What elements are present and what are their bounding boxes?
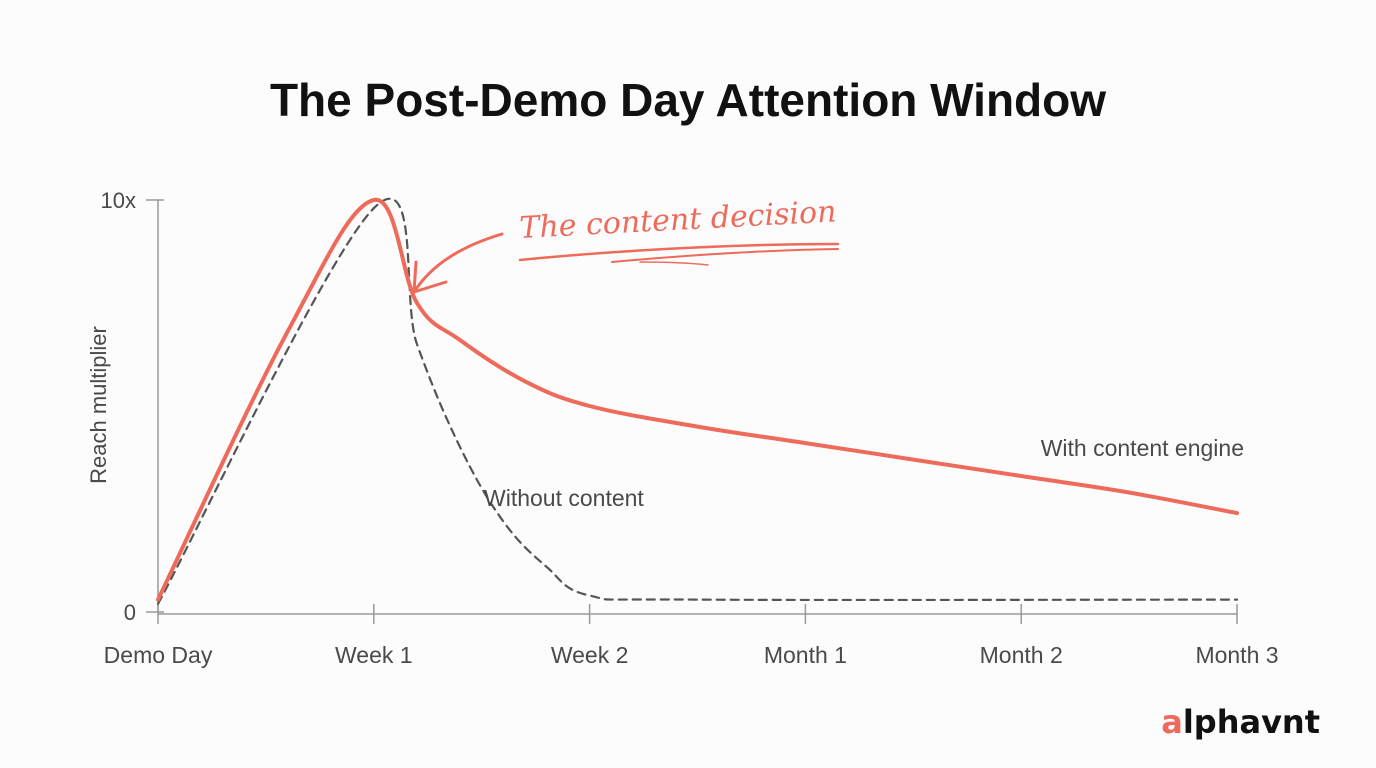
annotation-underline	[518, 242, 840, 262]
annotation-underline-3	[639, 261, 709, 266]
annotation-arrow-head	[412, 260, 448, 294]
svg-text:alphavnt: alphavnt	[1161, 703, 1320, 741]
series-line-with-content-engine	[156, 197, 1239, 602]
chart-title: The Post-Demo Day Attention Window	[270, 74, 1106, 126]
series-layer	[156, 197, 1239, 605]
brand-mark: a	[1161, 703, 1183, 741]
series-label-with-content-engine: With content engine	[1041, 435, 1244, 461]
brand-logo: alphavnt	[1161, 703, 1320, 741]
content-decision-annotation: The content decision	[412, 194, 840, 294]
annotation-arrow-shaft	[412, 232, 504, 294]
x-tick-label: Week 1	[335, 642, 413, 668]
x-tick-label: Month 2	[980, 642, 1063, 668]
series-line-without-content	[156, 197, 1239, 605]
annotation-underline-2	[611, 248, 839, 263]
annotation-text: The content decision	[519, 194, 838, 246]
x-tick-label: Demo Day	[104, 642, 213, 668]
x-tick-label: Month 1	[764, 642, 847, 668]
brand-wordmark: lphavnt	[1183, 703, 1320, 741]
labels-layer: With content engine Without content	[484, 435, 1244, 511]
axes: 0 10x Demo Day Week 1 Week 2 Month 1 Month 2 Mo…	[101, 188, 1279, 668]
series-label-without-content: Without content	[484, 485, 644, 511]
y-tick-label: 10x	[101, 188, 136, 213]
x-tick-label: Week 2	[551, 642, 629, 668]
y-tick-label: 0	[124, 600, 136, 625]
x-tick-label: Month 3	[1195, 642, 1278, 668]
y-axis-label: Reach multiplier	[86, 326, 111, 484]
